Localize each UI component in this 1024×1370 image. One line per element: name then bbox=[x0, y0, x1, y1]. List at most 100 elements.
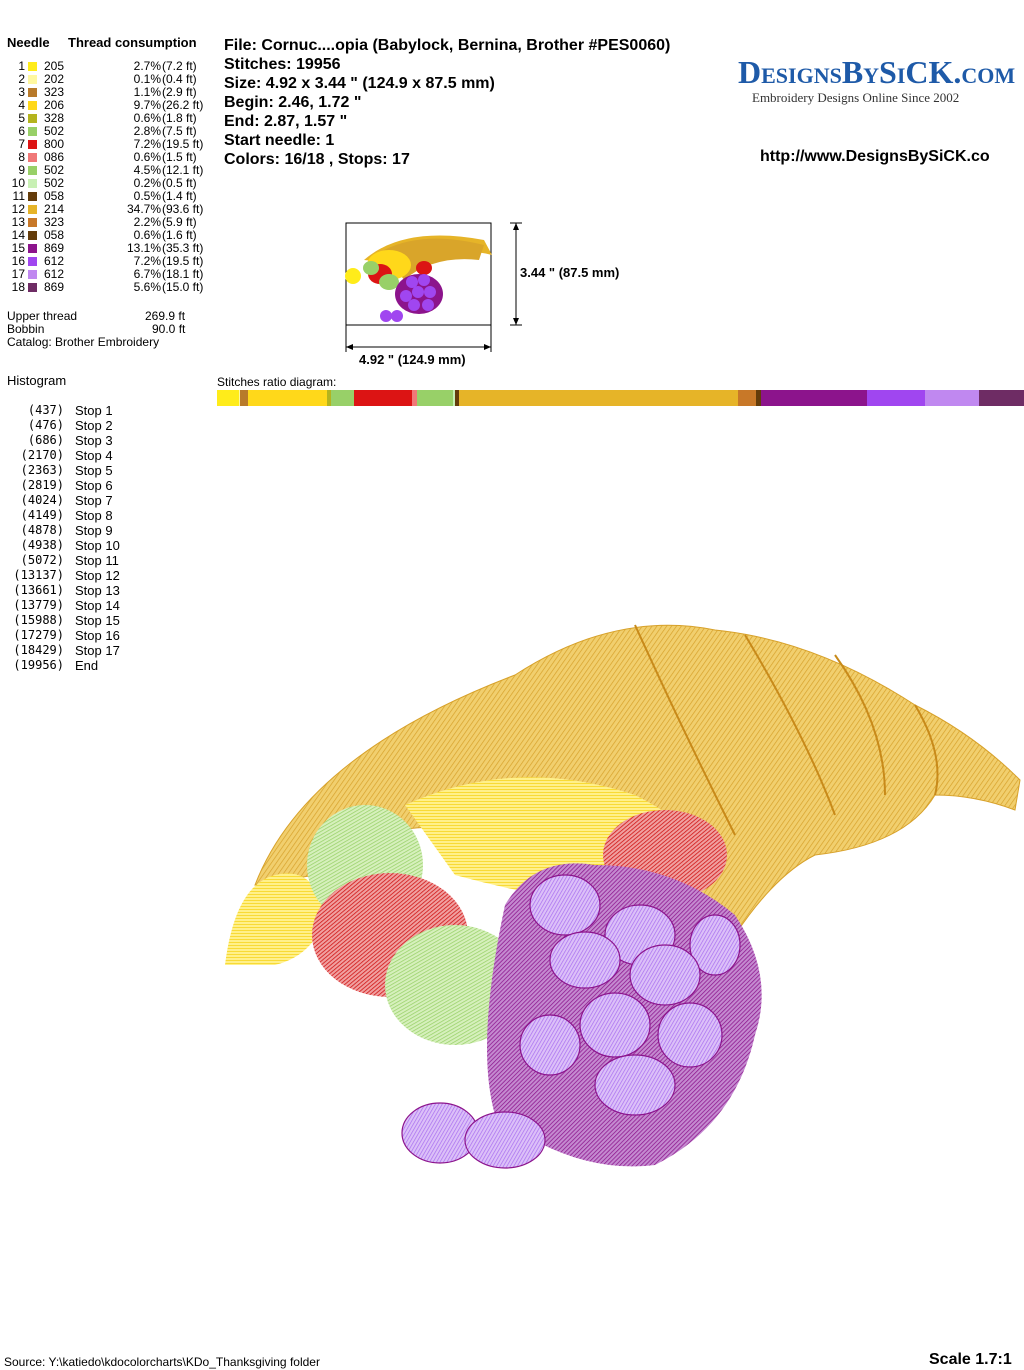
thread-code: 086 bbox=[44, 150, 65, 164]
stop-label: Stop 12 bbox=[75, 568, 120, 583]
color-swatch bbox=[28, 270, 37, 279]
upper-thread-label: Upper thread bbox=[7, 309, 78, 323]
thread-code: 206 bbox=[44, 98, 65, 112]
thread-percent: 34.7% bbox=[126, 202, 161, 216]
color-swatch bbox=[28, 166, 37, 175]
thread-length: (19.5 ft) bbox=[162, 137, 204, 151]
needle-number: 4 bbox=[18, 98, 25, 112]
histogram-row: (437) Stop 1 bbox=[7, 403, 207, 418]
color-swatch bbox=[28, 62, 37, 71]
needle-number: 5 bbox=[18, 111, 25, 125]
histogram-row: (4938) Stop 10 bbox=[7, 538, 207, 553]
color-swatch bbox=[28, 192, 37, 201]
thread-code: 328 bbox=[44, 111, 65, 125]
needle-number: 2 bbox=[18, 72, 25, 86]
thread-code: 869 bbox=[44, 280, 65, 294]
thread-code: 323 bbox=[44, 85, 65, 99]
needle-number: 15 bbox=[11, 241, 25, 255]
stop-count: (13779) bbox=[13, 598, 64, 612]
ratio-segment bbox=[866, 390, 925, 406]
thread-row: 12 214 34.7% (93.6 ft) bbox=[7, 203, 207, 216]
thread-percent: 0.6% bbox=[133, 228, 161, 242]
thread-row: 4 206 9.7% (26.2 ft) bbox=[7, 99, 207, 112]
needle-number: 9 bbox=[18, 163, 25, 177]
thread-length: (1.8 ft) bbox=[162, 111, 197, 125]
color-swatch bbox=[28, 231, 37, 240]
thread-percent: 0.5% bbox=[133, 189, 161, 203]
thread-row: 9 502 4.5% (12.1 ft) bbox=[7, 164, 207, 177]
needle-number: 3 bbox=[18, 85, 25, 99]
start-needle-info: Start needle: 1 bbox=[224, 132, 335, 149]
stop-label: Stop 1 bbox=[75, 403, 113, 418]
ratio-segment bbox=[326, 390, 332, 406]
thread-percent: 1.1% bbox=[133, 85, 161, 99]
ratio-segment bbox=[217, 390, 239, 406]
height-dimension-label: 3.44 " (87.5 mm) bbox=[520, 265, 620, 280]
stop-count: (2363) bbox=[20, 463, 64, 477]
thread-length: (15.0 ft) bbox=[162, 280, 204, 294]
histogram-row: (4149) Stop 8 bbox=[7, 508, 207, 523]
color-swatch bbox=[28, 88, 37, 97]
ratio-segment bbox=[412, 390, 417, 406]
thread-percent: 2.7% bbox=[133, 59, 161, 73]
ratio-segment bbox=[756, 390, 762, 406]
thread-percent: 5.6% bbox=[133, 280, 161, 294]
thread-row: 2 202 0.1% (0.4 ft) bbox=[7, 73, 207, 86]
thread-consumption-header: Thread consumption bbox=[68, 35, 197, 50]
thread-percent: 7.2% bbox=[133, 137, 161, 151]
color-swatch bbox=[28, 153, 37, 162]
color-swatch bbox=[28, 75, 37, 84]
scale-label: Scale 1.7:1 bbox=[929, 1351, 1012, 1368]
thread-percent: 9.7% bbox=[133, 98, 161, 112]
upper-thread-value: 269.9 ft bbox=[145, 309, 186, 323]
color-swatch bbox=[28, 257, 37, 266]
thread-length: (5.9 ft) bbox=[162, 215, 197, 229]
design-preview bbox=[215, 615, 1024, 1190]
stop-count: (17279) bbox=[13, 628, 64, 642]
stop-label: Stop 8 bbox=[75, 508, 113, 523]
thumbnail-svg bbox=[345, 222, 522, 352]
thread-length: (93.6 ft) bbox=[162, 202, 204, 216]
brand-url[interactable]: http://www.DesignsBySiCK.co bbox=[760, 148, 990, 165]
stop-label: Stop 2 bbox=[75, 418, 113, 433]
thread-code: 869 bbox=[44, 241, 65, 255]
thread-row: 10 502 0.2% (0.5 ft) bbox=[7, 177, 207, 190]
thread-length: (2.9 ft) bbox=[162, 85, 197, 99]
thread-code: 058 bbox=[44, 228, 65, 242]
ratio-segment bbox=[416, 390, 454, 406]
stitches-info: Stitches: 19956 bbox=[224, 56, 341, 73]
info-block: File: Cornuc....opia (Babylock, Bernina,… bbox=[224, 36, 670, 169]
needle-header: Needle bbox=[7, 35, 50, 50]
thread-row: 7 800 7.2% (19.5 ft) bbox=[7, 138, 207, 151]
stop-count: (4938) bbox=[20, 538, 64, 552]
thread-row: 14 058 0.6% (1.6 ft) bbox=[7, 229, 207, 242]
stop-label: Stop 17 bbox=[75, 643, 120, 658]
histogram-row: (13779) Stop 14 bbox=[7, 598, 207, 613]
histogram-row: (2363) Stop 5 bbox=[7, 463, 207, 478]
design-thumbnail bbox=[344, 220, 644, 370]
thread-row: 16 612 7.2% (19.5 ft) bbox=[7, 255, 207, 268]
thread-row: 15 869 13.1% (35.3 ft) bbox=[7, 242, 207, 255]
needle-number: 12 bbox=[11, 202, 25, 216]
thread-percent: 6.7% bbox=[133, 267, 161, 281]
needle-number: 1 bbox=[18, 59, 25, 73]
stop-label: Stop 5 bbox=[75, 463, 113, 478]
needle-number: 10 bbox=[11, 176, 25, 190]
histogram-row: (19956) End bbox=[7, 658, 207, 673]
histogram-row: (476) Stop 2 bbox=[7, 418, 207, 433]
thread-row: 11 058 0.5% (1.4 ft) bbox=[7, 190, 207, 203]
needle-number: 7 bbox=[18, 137, 25, 151]
ratio-segment bbox=[453, 390, 455, 406]
stop-label: Stop 11 bbox=[75, 553, 119, 568]
thread-row: 17 612 6.7% (18.1 ft) bbox=[7, 268, 207, 281]
thread-percent: 0.6% bbox=[133, 111, 161, 125]
thread-code: 502 bbox=[44, 176, 65, 190]
thread-length: (12.1 ft) bbox=[162, 163, 204, 177]
needle-number: 16 bbox=[11, 254, 25, 268]
stop-count: (13137) bbox=[13, 568, 64, 582]
stop-label: End bbox=[75, 658, 99, 673]
stop-count: (4149) bbox=[20, 508, 64, 522]
thread-row: 5 328 0.6% (1.8 ft) bbox=[7, 112, 207, 125]
thread-code: 800 bbox=[44, 137, 65, 151]
width-dimension-label: 4.92 " (124.9 mm) bbox=[359, 352, 466, 367]
